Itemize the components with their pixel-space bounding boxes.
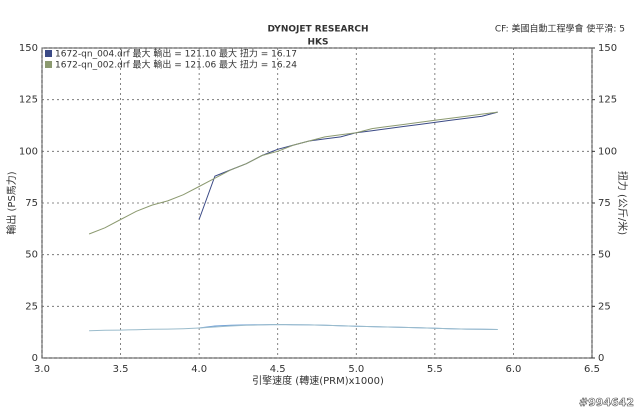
- chart-subtitle: HKS: [308, 38, 329, 48]
- power-line: [88, 111, 498, 235]
- y-tick-label: 125: [19, 95, 38, 106]
- x-axis-label: 引擎速度 (轉速(PRM)x1000): [252, 374, 384, 387]
- y-tick-label: 50: [25, 250, 38, 261]
- chart-title: DYNOJET RESEARCH: [267, 25, 368, 35]
- x-tick-label: 3.0: [34, 364, 50, 375]
- y-axis-label: 輸出 (PS馬力): [5, 171, 18, 234]
- y-tick-label: 25: [25, 301, 38, 312]
- y-tick-label: 75: [25, 198, 38, 209]
- y2-tick-label: 125: [598, 95, 617, 106]
- x-tick-label: 4.5: [270, 364, 286, 375]
- legend-label: 1672-qn_004.drf 最大 輸出 = 121.10 最大 扭力 = 1…: [55, 48, 297, 60]
- note: CF: 美國自動工程學會 使平滑: 5: [495, 23, 625, 35]
- y2-tick-label: 25: [598, 301, 611, 312]
- y-tick-label: 150: [19, 43, 38, 54]
- legend-swatch: [45, 61, 52, 68]
- y2-tick-label: 150: [598, 43, 617, 54]
- torque-line: [89, 323, 498, 332]
- y2-tick-label: 0: [598, 353, 604, 364]
- legend-label: 1672-qn_002.drf 最大 輸出 = 121.06 最大 扭力 = 1…: [55, 59, 297, 71]
- x-tick-label: 6.0: [505, 364, 521, 375]
- x-tick-label: 5.0: [348, 364, 364, 375]
- y2-tick-label: 100: [598, 146, 617, 157]
- x-tick-label: 6.5: [584, 364, 600, 375]
- x-tick-label: 4.0: [191, 364, 207, 375]
- y-tick-label: 0: [32, 353, 38, 364]
- x-tick-label: 3.5: [113, 364, 129, 375]
- x-tick-label: 5.5: [427, 364, 443, 375]
- y2-tick-label: 50: [598, 250, 611, 261]
- y-tick-label: 100: [19, 146, 38, 157]
- y2-axis-label: 扭力 (公斤/米): [616, 171, 629, 235]
- watermark: #994642: [579, 396, 634, 409]
- y2-tick-label: 75: [598, 198, 611, 209]
- legend-swatch: [45, 50, 52, 57]
